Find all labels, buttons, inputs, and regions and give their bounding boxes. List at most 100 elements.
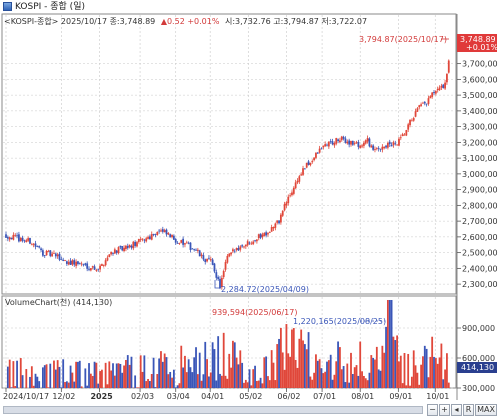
zoom-out-button[interactable]: − — [427, 404, 438, 416]
volume-bar — [67, 382, 70, 388]
volume-bar — [169, 371, 172, 388]
zoom-in-button[interactable]: + — [439, 404, 450, 416]
candle-body — [123, 247, 125, 252]
volume-bar — [217, 336, 220, 388]
candle-body — [54, 253, 57, 257]
price-y-tick-label: 3,200,00 — [462, 138, 498, 147]
candle-body — [84, 263, 87, 265]
candle-body — [438, 87, 441, 91]
volume-bar — [248, 369, 251, 388]
candle-body — [141, 238, 144, 240]
volume-bar — [56, 360, 59, 388]
volume-bar — [6, 366, 9, 388]
volume-bar — [126, 355, 129, 388]
candle-body — [220, 277, 223, 288]
volume-bar — [326, 361, 328, 388]
max-button[interactable]: MAX — [475, 404, 497, 416]
candle-body — [191, 248, 194, 250]
volume-bar — [292, 328, 295, 388]
volume-bar — [54, 369, 57, 388]
candle-body — [425, 103, 428, 105]
volume-bar — [171, 377, 173, 388]
volume-bar — [374, 359, 376, 388]
candle-body — [222, 270, 225, 278]
volume-bar — [10, 387, 13, 388]
candle-body — [38, 246, 41, 248]
last-change-label: +0.01% — [466, 43, 499, 52]
volume-bar — [220, 375, 223, 388]
candle-body — [154, 234, 157, 236]
volume-bar — [446, 353, 448, 388]
candle-body — [292, 187, 295, 194]
volume-bar — [335, 361, 338, 388]
volume-bar — [237, 364, 240, 388]
candle-body — [372, 145, 375, 150]
volume-bar — [296, 367, 299, 388]
scroll-left-button[interactable]: ◂ — [451, 404, 462, 416]
reset-button[interactable]: R — [463, 404, 474, 416]
price-y-tick-label: 3,300,00 — [462, 123, 498, 132]
volume-bar — [117, 363, 120, 388]
candle-body — [359, 145, 362, 149]
candle-body — [149, 236, 151, 240]
volume-y-tick-label: 900,000 — [462, 324, 495, 333]
volume-bar — [224, 375, 227, 388]
candle-body — [5, 234, 7, 238]
candle-body — [257, 234, 260, 239]
candle-body — [47, 251, 50, 252]
volume-bar — [318, 359, 321, 388]
volume-bar — [283, 369, 286, 388]
volume-bar — [185, 372, 188, 388]
price-panel-frame — [1, 13, 457, 295]
volume-bar — [34, 373, 37, 388]
volume-bar — [327, 360, 330, 388]
candle-body — [243, 246, 245, 248]
x-tick-label: 06/02 — [277, 392, 300, 401]
volume-bar — [121, 372, 124, 388]
volume-bar — [366, 380, 369, 388]
volume-bar — [233, 342, 236, 388]
volume-bar — [195, 347, 197, 388]
candle-body — [77, 261, 79, 264]
candle-body — [102, 265, 105, 266]
volume-bar — [274, 380, 277, 388]
volume-bar — [287, 353, 290, 388]
candle-body — [139, 238, 142, 240]
candle-body — [370, 145, 373, 148]
volume-bar — [285, 324, 288, 388]
volume-bar — [386, 300, 389, 388]
candle-body — [43, 255, 46, 256]
candle-body — [329, 141, 332, 143]
volume-bar — [180, 345, 183, 388]
candle-body — [259, 233, 262, 238]
horizontal-scrollbar[interactable] — [3, 406, 423, 414]
candle-body — [104, 260, 107, 266]
candle-body — [274, 223, 277, 228]
candle-body — [171, 234, 173, 238]
volume-bar — [128, 364, 131, 388]
volume-bar — [265, 356, 268, 388]
candle-body — [390, 145, 393, 147]
candle-body — [211, 259, 214, 265]
candle-body — [368, 138, 371, 147]
candle-body — [412, 118, 415, 121]
candle-body — [6, 237, 9, 239]
volume-bar — [150, 374, 153, 388]
volume-bar — [45, 364, 48, 388]
candle-body — [289, 195, 292, 197]
volume-bar — [187, 359, 190, 388]
candle-body — [14, 234, 17, 236]
candle-body — [326, 144, 328, 146]
volume-bar — [241, 362, 244, 388]
volume-bar — [204, 341, 207, 388]
volume-bar — [232, 340, 234, 388]
candle-body — [399, 137, 402, 139]
volume-y-axis: 900,000 600,000 300,000 — [457, 324, 495, 393]
last-volume-label: 414,130 — [461, 363, 494, 372]
candle-body — [89, 268, 92, 271]
volume-bar — [381, 345, 384, 388]
x-tick-label: 02/03 — [131, 392, 154, 401]
volume-bar — [209, 372, 212, 388]
